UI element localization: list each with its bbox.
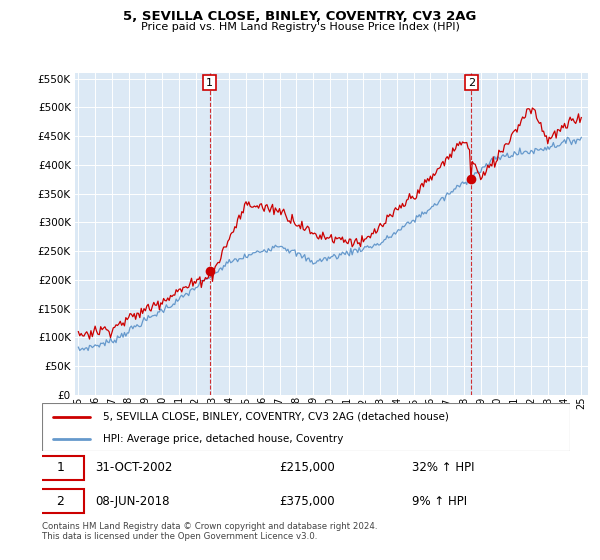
Text: Contains HM Land Registry data © Crown copyright and database right 2024.
This d: Contains HM Land Registry data © Crown c… [42,522,377,542]
Text: Price paid vs. HM Land Registry's House Price Index (HPI): Price paid vs. HM Land Registry's House … [140,22,460,32]
Text: 1: 1 [206,78,213,87]
FancyBboxPatch shape [37,489,84,514]
Text: £215,000: £215,000 [280,461,335,474]
Text: 08-JUN-2018: 08-JUN-2018 [95,494,169,508]
Text: 2: 2 [468,78,475,87]
Text: 5, SEVILLA CLOSE, BINLEY, COVENTRY, CV3 2AG: 5, SEVILLA CLOSE, BINLEY, COVENTRY, CV3 … [124,10,476,23]
Text: 9% ↑ HPI: 9% ↑ HPI [412,494,467,508]
Text: HPI: Average price, detached house, Coventry: HPI: Average price, detached house, Cove… [103,434,343,444]
Text: 1: 1 [56,461,64,474]
Text: 2: 2 [56,494,64,508]
Text: 32% ↑ HPI: 32% ↑ HPI [412,461,474,474]
FancyBboxPatch shape [37,455,84,480]
Text: 5, SEVILLA CLOSE, BINLEY, COVENTRY, CV3 2AG (detached house): 5, SEVILLA CLOSE, BINLEY, COVENTRY, CV3 … [103,412,449,422]
Text: £375,000: £375,000 [280,494,335,508]
Text: 31-OCT-2002: 31-OCT-2002 [95,461,172,474]
